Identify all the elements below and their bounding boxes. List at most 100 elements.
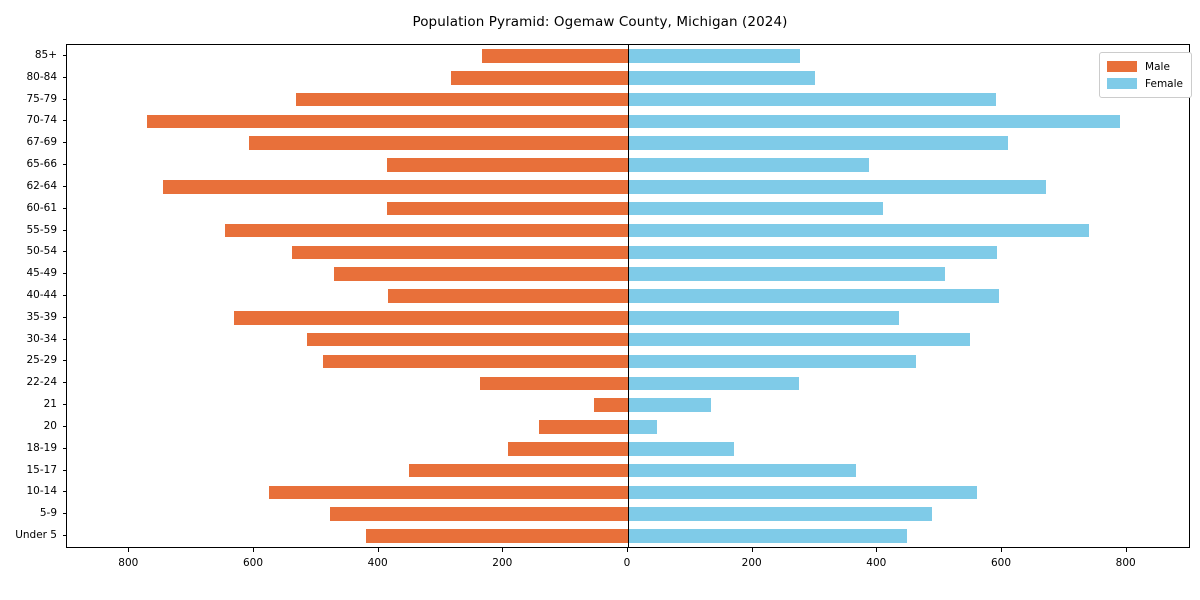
- y-axis-tick-label: 35-39: [26, 310, 57, 323]
- legend-color-swatch: [1107, 61, 1138, 72]
- bar-male: [292, 245, 628, 260]
- x-axis-tick-label: 800: [1115, 557, 1136, 569]
- y-axis-tick-label: 18-19: [26, 441, 57, 454]
- bar-row: [67, 114, 1189, 129]
- bar-female: [628, 136, 1008, 150]
- bar-row: [67, 289, 1189, 303]
- bar-male: [268, 485, 628, 500]
- y-axis-tick-label: 30-34: [26, 332, 57, 345]
- bar-male: [162, 180, 628, 194]
- bar-male: [224, 223, 628, 238]
- y-axis-tick-label: 60-61: [26, 201, 57, 214]
- y-axis-tick-label: 50-54: [26, 245, 57, 258]
- x-axis-tick-label: 600: [990, 557, 1012, 569]
- bar-row: [67, 332, 1189, 347]
- bar-row: [67, 92, 1189, 107]
- bar-male: [249, 136, 628, 150]
- bar-male: [538, 420, 628, 434]
- x-axis-tick-mark: [502, 548, 504, 552]
- bar-male: [330, 507, 628, 522]
- legend-label: Female: [1145, 77, 1183, 90]
- y-axis-tick-mark: [62, 164, 66, 166]
- bar-female: [628, 529, 907, 543]
- bar-row: [67, 442, 1189, 456]
- bar-male: [234, 311, 628, 325]
- y-axis-tick-mark: [62, 491, 66, 493]
- bar-male: [387, 201, 628, 216]
- y-axis-tick-label: 5-9: [39, 507, 57, 520]
- bar-female: [628, 420, 657, 434]
- y-axis-tick-label: 25-29: [26, 354, 57, 367]
- x-axis-tick-mark: [128, 548, 130, 552]
- y-axis-tick-label: Under 5: [15, 529, 57, 542]
- x-axis-tick-mark: [1001, 548, 1002, 552]
- bar-female: [628, 289, 999, 303]
- y-axis-tick-mark: [62, 207, 66, 209]
- y-axis-tick-label: 65-66: [26, 158, 57, 171]
- y-axis-tick-label: 10-14: [26, 485, 57, 498]
- legend-label: Male: [1145, 60, 1170, 73]
- bar-male: [322, 354, 628, 369]
- bar-female: [628, 49, 801, 63]
- bars-layer: [67, 45, 1189, 547]
- x-axis-tick-mark: [751, 548, 753, 552]
- bar-female: [628, 507, 932, 522]
- bar-row: [67, 136, 1189, 150]
- y-axis-tick-label: 70-74: [26, 114, 57, 127]
- x-axis-tick-mark: [377, 548, 379, 552]
- y-axis-tick-mark: [62, 185, 66, 187]
- bar-row: [67, 420, 1189, 434]
- bar-male: [388, 289, 628, 303]
- bar-row: [67, 311, 1189, 325]
- bar-female: [628, 70, 815, 85]
- y-axis-tick-label: 75-79: [26, 92, 57, 105]
- y-axis-tick-mark: [62, 316, 66, 318]
- bar-row: [67, 376, 1189, 391]
- x-axis-tick-mark: [627, 548, 628, 552]
- bar-row: [67, 463, 1189, 478]
- y-axis-tick-mark: [62, 404, 66, 406]
- bar-male: [450, 70, 628, 85]
- bar-male: [409, 463, 628, 478]
- y-axis-tick-label: 40-44: [26, 289, 57, 301]
- y-axis-tick-label: 85+: [34, 48, 57, 61]
- bar-row: [67, 158, 1189, 172]
- y-axis-tick-mark: [62, 338, 66, 340]
- x-axis-tick-label: 0: [623, 557, 631, 569]
- y-axis-tick-mark: [62, 295, 66, 296]
- bar-female: [628, 463, 857, 478]
- bar-row: [67, 529, 1189, 543]
- bar-row: [67, 507, 1189, 522]
- bar-female: [628, 158, 870, 172]
- y-axis-tick-mark: [62, 229, 66, 231]
- y-axis-tick-labels: 85+ 80-84 75-79 70-74 67-69 65-66 62-64 60-61 55…: [0, 44, 66, 548]
- bar-male: [594, 398, 628, 412]
- y-axis-tick-label: 45-49: [26, 267, 57, 280]
- y-axis-tick-mark: [62, 273, 66, 275]
- y-axis-tick-label: 80-84: [26, 70, 57, 83]
- x-axis-tick-mark: [876, 548, 878, 552]
- bar-male: [295, 92, 628, 107]
- bar-male: [479, 376, 628, 391]
- x-axis-tick-labels: 800 600 400 200 0 200 400 600 800: [66, 548, 1190, 588]
- bar-row: [67, 485, 1189, 500]
- y-axis-tick-mark: [62, 360, 66, 362]
- bar-female: [628, 398, 711, 412]
- y-axis-tick-label: 22-24: [26, 376, 57, 389]
- y-axis-tick-label: 20: [43, 419, 57, 432]
- y-axis-tick-label: 67-69: [26, 136, 57, 149]
- bar-row: [67, 180, 1189, 194]
- bar-female: [628, 223, 1089, 238]
- x-axis-tick-label: 200: [492, 557, 513, 569]
- x-axis-tick-label: 800: [118, 557, 139, 569]
- bar-row: [67, 70, 1189, 85]
- bar-row: [67, 49, 1189, 63]
- x-axis-tick-label: 600: [242, 557, 264, 569]
- x-axis-tick-mark: [1125, 548, 1127, 552]
- bar-male: [482, 49, 628, 63]
- bar-row: [67, 354, 1189, 369]
- legend-entry: Female: [1107, 75, 1183, 92]
- legend-entry: Male: [1107, 58, 1183, 75]
- y-axis-tick-mark: [62, 76, 66, 78]
